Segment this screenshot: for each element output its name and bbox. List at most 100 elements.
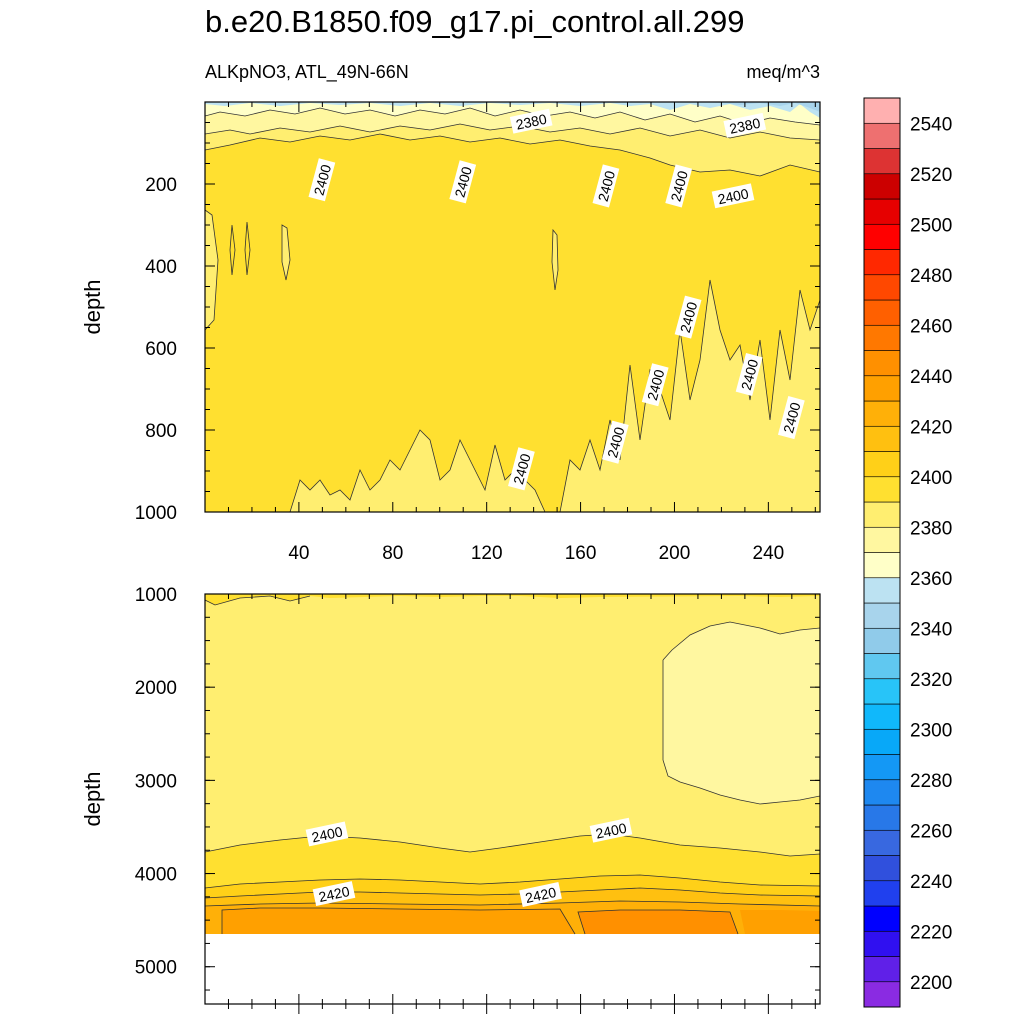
colorbar-swatch — [863, 728, 901, 755]
colorbar-swatch — [863, 678, 901, 705]
colorbar-tick-label: 2400 — [910, 468, 952, 489]
y-tick-label: 400 — [145, 257, 177, 278]
y-tick-label: 2000 — [135, 678, 177, 699]
colorbar-frame — [863, 97, 901, 1008]
contour-label-text: 2400 — [510, 452, 534, 486]
contour-label: 2400 — [508, 447, 535, 491]
colorbar-swatch — [863, 602, 901, 629]
colorbar-swatch — [863, 476, 901, 503]
contour-labels: 2380 2380 2400 2400 2400 2400 2400 2400 2400 2400… — [305, 108, 805, 907]
colorbar-swatch — [863, 779, 901, 806]
colorbar-swatch — [863, 324, 901, 351]
colorbar-swatch — [863, 350, 901, 377]
colorbar-swatch — [863, 97, 901, 124]
x-tick-label: 200 — [659, 543, 691, 564]
contour-label-text: 2400 — [716, 185, 750, 207]
colorbar-swatch — [863, 249, 901, 276]
lower-panel-fill — [205, 594, 820, 1004]
colorbar-swatch — [863, 122, 901, 149]
colorbar-tick-label: 2480 — [910, 266, 952, 287]
colorbar-swatch — [863, 855, 901, 882]
contour-label: 2400 — [711, 183, 755, 209]
colorbar-swatch — [863, 981, 901, 1008]
colorbar-tick-label: 2260 — [910, 821, 952, 842]
colorbar-tick-label: 2540 — [910, 114, 952, 135]
colorbar-swatch — [863, 829, 901, 856]
colorbar-swatch — [863, 956, 901, 983]
colorbar-swatch — [863, 223, 901, 250]
contour-label-text: 2420 — [317, 883, 351, 905]
contour-label: 2400 — [735, 353, 763, 397]
contour-label: 2400 — [601, 420, 629, 464]
colorbar-swatch — [863, 804, 901, 831]
colorbar-swatch — [863, 375, 901, 402]
y-tick-label: 1000 — [135, 503, 177, 524]
contour-label: 2400 — [641, 363, 669, 407]
colorbar-swatch — [863, 274, 901, 301]
x-tick-label: 240 — [753, 543, 785, 564]
colorbar-tick-label: 2280 — [910, 771, 952, 792]
contour-label-text: 2400 — [677, 300, 701, 334]
contour-label: 2380 — [723, 112, 767, 138]
x-tick-label: 160 — [565, 543, 597, 564]
contour-label: 2420 — [519, 882, 562, 907]
contour-label-text: 2400 — [451, 165, 475, 199]
colorbar-tick-label: 2240 — [910, 872, 952, 893]
colorbar-swatch — [863, 198, 901, 225]
colorbar-tick-label: 2340 — [910, 619, 952, 640]
colorbar-swatch — [863, 577, 901, 604]
axis-ticks — [205, 101, 820, 1014]
colorbar-tick-label: 2360 — [910, 569, 952, 590]
colorbar-swatch — [863, 400, 901, 427]
colorbar-swatch — [863, 299, 901, 326]
contour-label: 2400 — [308, 158, 336, 202]
colorbar-tick-label: 2320 — [910, 670, 952, 691]
colorbar-tick-label: 2500 — [910, 215, 952, 236]
colorbar-swatch — [863, 526, 901, 553]
colorbar-swatch — [863, 930, 901, 957]
axis-labels: 200 400 600 800 1000 depth 40 80 120 160 200 240 100… — [80, 175, 784, 979]
contour-label: 2400 — [777, 396, 805, 440]
colorbar: 2200 2220 2240 2260 2280 2300 2320 2340 2360 2380… — [863, 97, 952, 1008]
contour-label: 2400 — [674, 295, 702, 339]
colorbar-swatch — [863, 905, 901, 932]
colorbar-tick-label: 2300 — [910, 720, 952, 741]
contour-label: 2380 — [509, 108, 553, 134]
colorbar-tick-label: 2440 — [910, 367, 952, 388]
contour-label-text: 2400 — [604, 425, 628, 459]
colorbar-swatch — [863, 880, 901, 907]
colorbar-swatch — [863, 173, 901, 200]
upper-panel-contours — [205, 107, 820, 512]
contour-label: 2420 — [312, 881, 356, 907]
colorbar-tick-label: 2520 — [910, 165, 952, 186]
contour-label-text: 2400 — [311, 163, 335, 197]
y-tick-label: 1000 — [135, 585, 177, 606]
contour-label-text: 2400 — [594, 820, 628, 842]
colorbar-swatch — [863, 425, 901, 452]
colorbar-swatch — [863, 627, 901, 654]
contour-label: 2400 — [305, 821, 349, 847]
contour-label-text: 2380 — [728, 115, 762, 137]
colorbar-swatch — [863, 148, 901, 175]
y-tick-label: 3000 — [135, 771, 177, 792]
contour-label: 2400 — [665, 164, 693, 208]
y-tick-label: 4000 — [135, 865, 177, 886]
y-axis-label: depth — [80, 279, 105, 334]
contour-label-text: 2400 — [310, 823, 344, 845]
contour-label-text: 2400 — [644, 368, 668, 402]
colorbar-tick-label: 2220 — [910, 922, 952, 943]
colorbar-swatch — [863, 754, 901, 781]
colorbar-tick-label: 2420 — [910, 417, 952, 438]
contour-label: 2400 — [589, 817, 633, 843]
chart-subtitle-variable: ALKpNO3, ATL_49N-66N — [205, 62, 409, 82]
colorbar-tick-label: 2380 — [910, 518, 952, 539]
colorbar-swatch — [863, 703, 901, 730]
contour-label: 2400 — [449, 160, 477, 204]
lower-panel-frame — [204, 593, 821, 1005]
colorbar-swatch — [863, 653, 901, 680]
colorbar-swatch — [863, 552, 901, 579]
chart-subtitle-units: meq/m^3 — [746, 62, 820, 82]
y-tick-label: 800 — [145, 421, 177, 442]
contour-label-text: 2400 — [595, 169, 619, 203]
